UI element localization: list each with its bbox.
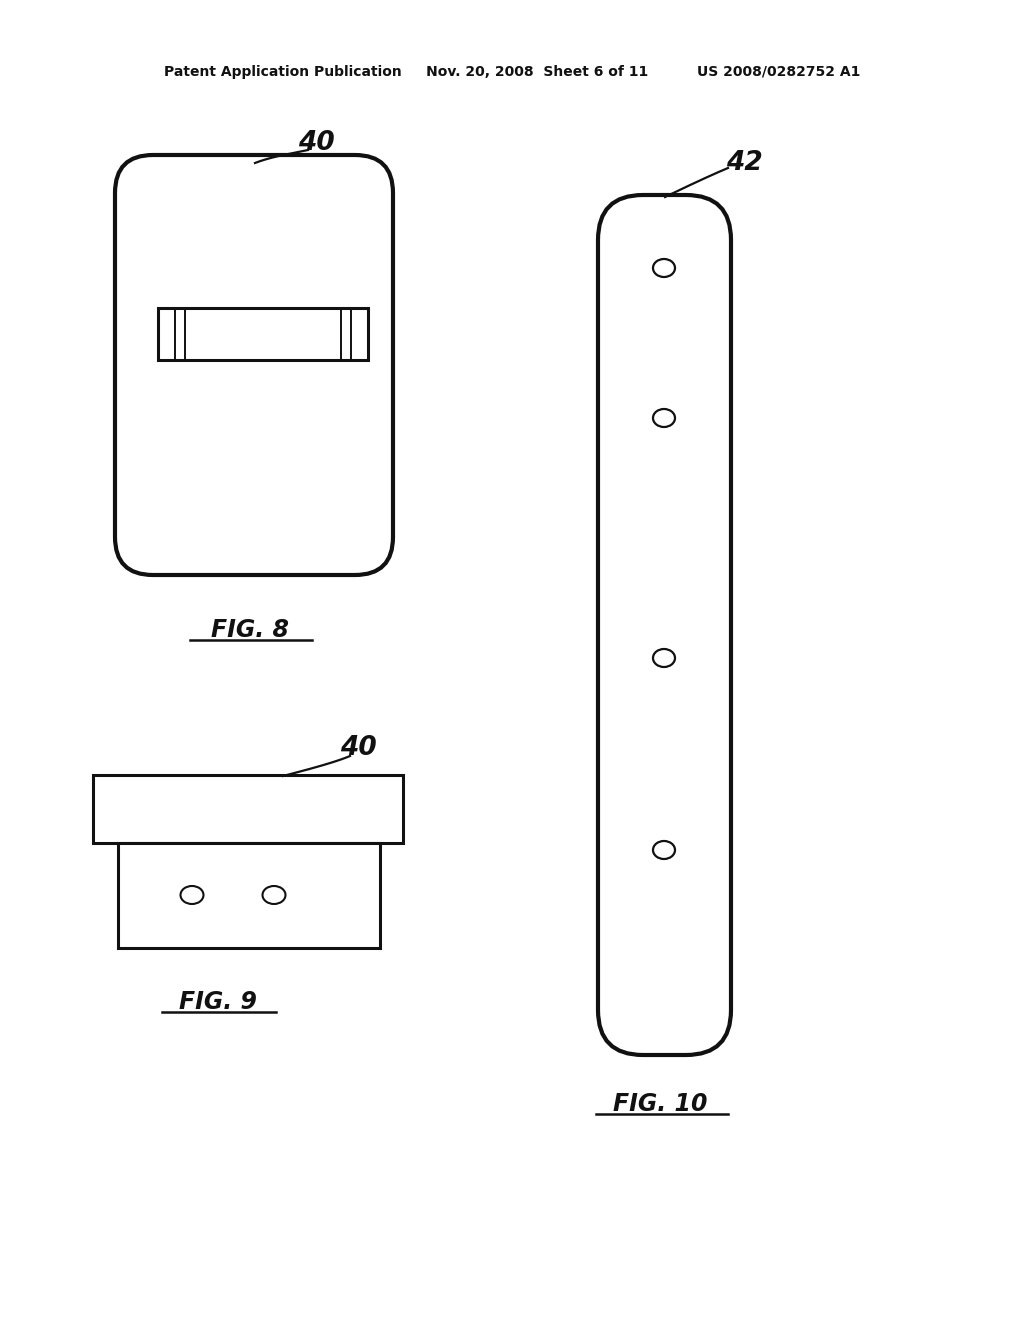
Text: FIG. 8: FIG. 8	[211, 618, 289, 642]
Bar	[158, 308, 368, 360]
Ellipse shape	[262, 886, 286, 904]
Text: 40: 40	[340, 735, 377, 762]
Text: Patent Application Publication     Nov. 20, 2008  Sheet 6 of 11          US 2008: Patent Application Publication Nov. 20, …	[164, 65, 860, 79]
Bar	[118, 843, 380, 948]
Ellipse shape	[653, 649, 675, 667]
Text: 42: 42	[726, 150, 763, 176]
FancyBboxPatch shape	[598, 195, 731, 1055]
FancyBboxPatch shape	[115, 154, 393, 576]
Ellipse shape	[180, 886, 204, 904]
Text: FIG. 10: FIG. 10	[612, 1092, 708, 1115]
Text: FIG. 9: FIG. 9	[179, 990, 257, 1014]
Ellipse shape	[653, 259, 675, 277]
Ellipse shape	[653, 409, 675, 426]
Text: 40: 40	[298, 129, 335, 156]
Ellipse shape	[653, 841, 675, 859]
Bar	[93, 775, 403, 843]
